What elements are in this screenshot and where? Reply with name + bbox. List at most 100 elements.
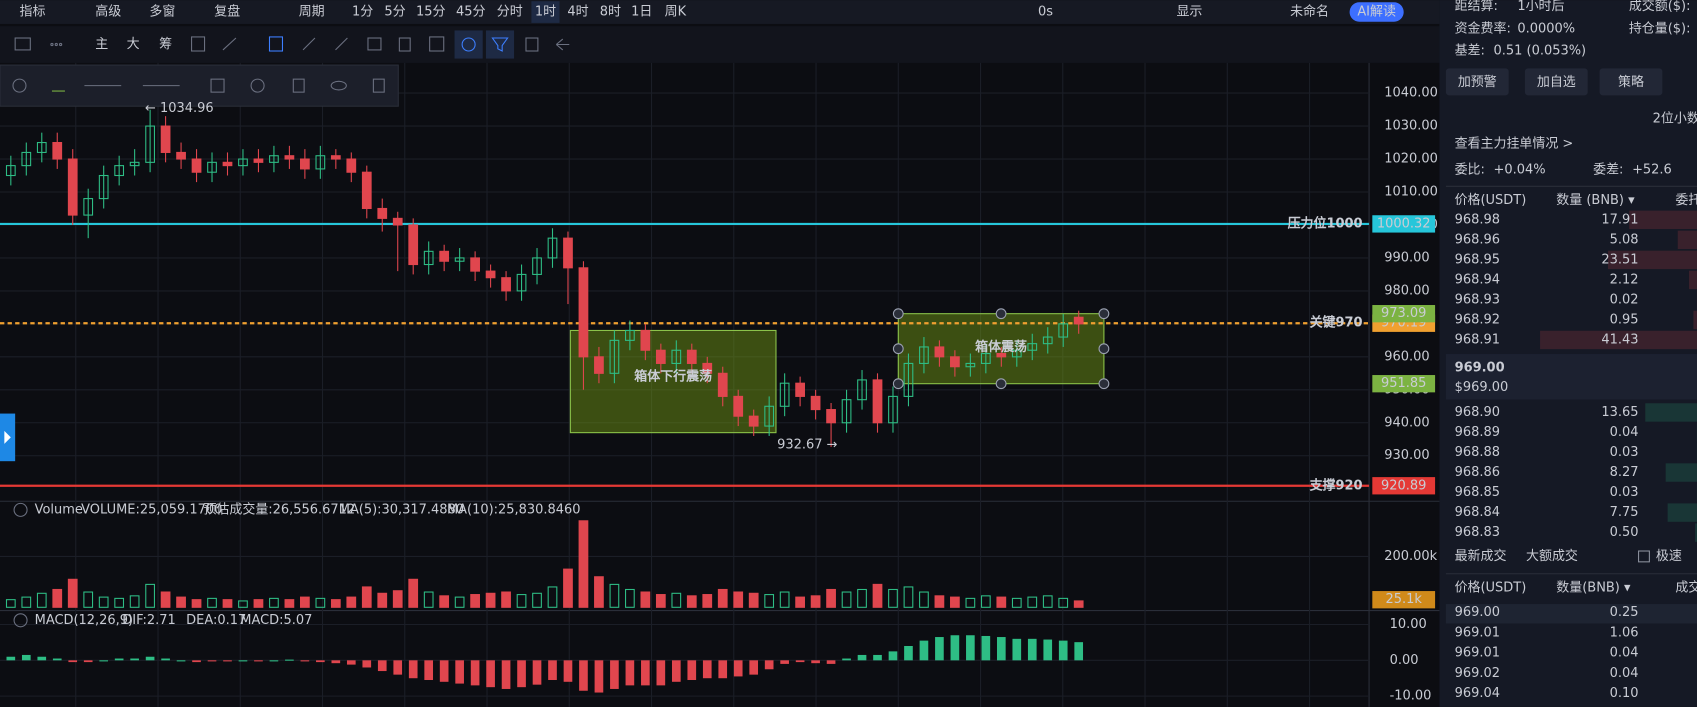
candle-body (222, 161, 233, 167)
toolbar-right[interactable]: AI解读 (1357, 5, 1396, 20)
button-bg[interactable] (1599, 68, 1663, 96)
info-text: 基差: (1455, 44, 1485, 59)
y-tick-label: -10.00 (1390, 689, 1432, 704)
depth-bar (1695, 523, 1697, 542)
book-price: 968.85 (1455, 485, 1500, 500)
candle-body (779, 382, 790, 407)
candle-body (98, 174, 109, 200)
button-label[interactable]: 加自选 (1537, 75, 1576, 90)
y-tick-label: 1010.00 (1384, 184, 1438, 199)
trade-row-bg (1445, 604, 1697, 624)
box-handle[interactable] (892, 343, 904, 355)
price-tag-label: 951.85 (1381, 376, 1426, 391)
ai-button-bg (1349, 2, 1404, 22)
macd-bar (579, 660, 588, 691)
toolbar-item[interactable]: 复盘 (214, 4, 240, 20)
info-text: 距结算: (1455, 0, 1498, 14)
toolbar-item[interactable]: 1日 (631, 5, 652, 20)
toolbar-item[interactable]: 4时 (567, 5, 588, 20)
box-handle[interactable] (1098, 343, 1110, 355)
macd-bar (873, 654, 882, 661)
toolbar-item[interactable]: 高级 (95, 4, 121, 20)
candle-body (1011, 349, 1022, 358)
candle-body (67, 158, 78, 216)
toolbar-item[interactable]: 周K (665, 5, 687, 20)
macd-bar (68, 660, 78, 663)
toolbar-item[interactable]: 8时 (600, 5, 621, 20)
indicator-toggle[interactable]: 主 (95, 37, 108, 52)
candle-body (826, 409, 836, 424)
volume-bar (779, 591, 790, 608)
toolbar-item[interactable]: 多窗 (149, 4, 175, 20)
candle-body (361, 171, 372, 210)
toolbar-item[interactable]: 1时 (535, 5, 556, 20)
ratio-text: +0.04% (1494, 163, 1546, 178)
depth-bar (1629, 210, 1697, 230)
trade-price: 969.01 (1455, 646, 1500, 661)
volume-bar (83, 591, 94, 608)
volume-tag-label: 25.1k (1386, 592, 1423, 607)
toolbar-right[interactable]: 0s (1038, 5, 1053, 20)
y-tick-label: 990.00 (1384, 250, 1429, 265)
toolbar-item[interactable]: 45分 (456, 5, 486, 20)
macd-label: MACD:5.07 (240, 613, 312, 628)
toolbar-item[interactable]: 5分 (384, 5, 405, 20)
candle-body (300, 158, 310, 170)
volume-label: Volume (35, 502, 83, 517)
candle-body (160, 125, 171, 153)
box-handle[interactable] (995, 308, 1007, 320)
box-handle[interactable] (1098, 308, 1110, 320)
volume-bar (222, 599, 233, 608)
book-price: 968.86 (1455, 465, 1500, 480)
candle-body (594, 356, 604, 374)
drawing-tools[interactable] (0, 64, 399, 107)
macd-bar (625, 660, 635, 686)
toolbar-item[interactable]: 15分 (416, 5, 446, 20)
volume-bar (810, 595, 821, 608)
button-bg[interactable] (1524, 68, 1588, 96)
checkbox[interactable] (1638, 550, 1650, 563)
candle-body (346, 158, 357, 173)
toolbar-item[interactable]: 周期 (299, 5, 325, 20)
collapse-icon[interactable] (13, 502, 28, 517)
macd-bar (346, 660, 356, 665)
volume-bar (578, 520, 589, 608)
main-orders-link[interactable]: 查看主力挂单情况 > (1455, 136, 1574, 152)
button-label[interactable]: 策略 (1618, 74, 1644, 90)
candle-body (810, 395, 821, 411)
box-handle[interactable] (995, 378, 1007, 390)
box-handle[interactable] (892, 378, 904, 390)
candle-body (655, 349, 666, 364)
decimals[interactable]: 2位小数 (1653, 112, 1697, 127)
box-handle[interactable] (892, 308, 904, 320)
book-amount: 7.75 (1610, 505, 1639, 520)
macd-bar (919, 640, 929, 661)
y-tick-label: 960.00 (1384, 349, 1429, 364)
book-amount: 0.03 (1610, 445, 1639, 460)
trade-tab[interactable]: 极速 (1656, 549, 1682, 564)
trade-tab[interactable]: 最新成交 (1455, 548, 1507, 564)
button-bg[interactable] (1445, 68, 1509, 96)
candle-body (129, 161, 140, 167)
box-label: 箱体下行震荡 (634, 368, 712, 384)
toolbar-item[interactable]: 分时 (497, 5, 523, 20)
box-handle[interactable] (1098, 378, 1110, 390)
toolbar-item[interactable]: 1分 (352, 5, 373, 20)
trade-tab[interactable]: 大额成交 (1526, 548, 1578, 564)
collapse-icon[interactable] (13, 613, 28, 628)
macd-label: MACD(12,26,9) (35, 613, 134, 628)
toolbar-right[interactable]: 未命名 (1290, 4, 1329, 20)
volume-bar (965, 597, 976, 608)
button-label[interactable]: 加预警 (1458, 74, 1497, 90)
trade-amount: 0.10 (1610, 686, 1639, 701)
volume-bar (145, 583, 155, 608)
macd-bar (517, 660, 526, 688)
candle-body (609, 339, 620, 374)
toolbar-right[interactable]: 显示 (1176, 5, 1202, 20)
volume-bar (67, 578, 78, 608)
indicator-toggle[interactable]: 大 (127, 37, 140, 52)
indicator-toggle[interactable]: 筹 (159, 36, 172, 52)
toolbar-item[interactable]: 指标 (19, 5, 45, 20)
trade-amount: 0.25 (1610, 605, 1639, 620)
price-tag-label: 1000.32 (1377, 216, 1431, 231)
